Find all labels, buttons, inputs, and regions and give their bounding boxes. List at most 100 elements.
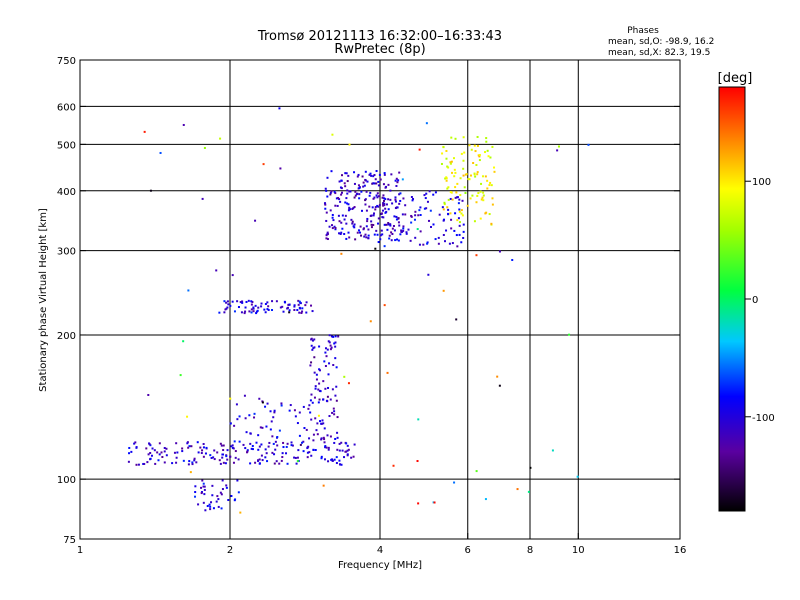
data-point	[402, 197, 405, 200]
data-point	[469, 174, 472, 177]
data-point	[219, 442, 222, 445]
data-point	[419, 214, 422, 217]
data-point	[338, 449, 341, 452]
data-point	[323, 427, 326, 430]
data-point	[275, 300, 278, 303]
y-tick-label: 100	[57, 475, 76, 486]
data-point	[233, 499, 236, 502]
x-axis-label: Frequency [MHz]	[338, 560, 422, 571]
data-point	[377, 241, 380, 244]
data-point	[404, 204, 407, 207]
data-point	[264, 448, 267, 451]
data-point	[182, 459, 185, 462]
data-point	[307, 407, 310, 410]
data-point	[293, 308, 296, 311]
colorbar-tick-label: 100	[752, 177, 771, 188]
data-point	[194, 495, 197, 498]
data-point	[273, 411, 276, 414]
data-point	[128, 446, 131, 449]
data-point	[372, 182, 375, 185]
data-point	[323, 202, 326, 205]
data-point	[324, 387, 327, 390]
data-point	[469, 197, 472, 200]
data-point	[326, 195, 329, 198]
data-point	[372, 223, 375, 226]
data-point	[370, 174, 373, 177]
data-point	[354, 238, 357, 241]
data-point	[360, 190, 363, 193]
data-point	[331, 458, 334, 461]
data-point	[252, 310, 255, 313]
data-point	[320, 437, 323, 440]
data-point	[135, 463, 138, 466]
data-point	[280, 404, 283, 407]
data-point	[373, 182, 376, 185]
data-point	[340, 221, 343, 224]
data-point	[319, 420, 322, 423]
data-point	[149, 457, 152, 460]
data-point	[454, 196, 457, 199]
data-point	[265, 452, 268, 455]
data-point	[248, 414, 251, 417]
data-point	[288, 311, 291, 314]
data-point	[301, 441, 304, 444]
data-point	[232, 447, 235, 450]
data-point	[229, 304, 232, 307]
data-point	[322, 422, 325, 425]
data-point	[478, 159, 481, 162]
data-point	[328, 415, 331, 418]
data-point	[288, 309, 291, 312]
data-point	[310, 344, 313, 347]
data-point	[332, 219, 335, 222]
data-point	[216, 495, 219, 498]
data-point	[426, 242, 429, 245]
data-point	[257, 306, 260, 309]
data-point	[334, 341, 337, 344]
data-point	[331, 133, 334, 136]
data-point	[487, 155, 490, 158]
data-point	[255, 441, 258, 444]
data-point	[340, 231, 343, 234]
colorbar-gradient	[718, 86, 746, 512]
data-point	[206, 505, 209, 508]
data-point	[202, 485, 205, 488]
data-point	[445, 179, 448, 182]
data-point	[347, 174, 350, 177]
data-point	[568, 333, 571, 336]
data-point	[231, 444, 234, 447]
data-point	[490, 222, 493, 225]
data-point	[200, 492, 203, 495]
data-point	[262, 163, 265, 166]
data-point	[297, 449, 300, 452]
data-point	[331, 216, 334, 219]
data-point	[330, 190, 333, 193]
data-point	[462, 136, 465, 139]
data-point	[370, 226, 373, 229]
data-point	[475, 470, 478, 473]
data-point	[175, 461, 178, 464]
data-point	[472, 161, 475, 164]
data-point	[372, 175, 375, 178]
data-point	[322, 436, 325, 439]
data-point	[246, 451, 249, 454]
data-point	[347, 448, 350, 451]
data-point	[320, 438, 323, 441]
data-point	[364, 170, 367, 173]
data-point	[230, 445, 233, 448]
data-point	[357, 229, 360, 232]
data-point	[471, 194, 474, 197]
data-point	[397, 217, 400, 220]
data-point	[222, 461, 225, 464]
data-point	[372, 214, 375, 217]
data-point	[551, 449, 554, 452]
data-point	[401, 178, 404, 181]
data-point	[340, 441, 343, 444]
data-point	[379, 234, 382, 237]
data-point	[161, 455, 164, 458]
data-point	[392, 464, 395, 467]
data-point	[220, 493, 223, 496]
y-tick-label: 400	[57, 187, 76, 198]
data-point	[212, 456, 215, 459]
data-point	[295, 462, 298, 465]
data-point	[313, 396, 316, 399]
